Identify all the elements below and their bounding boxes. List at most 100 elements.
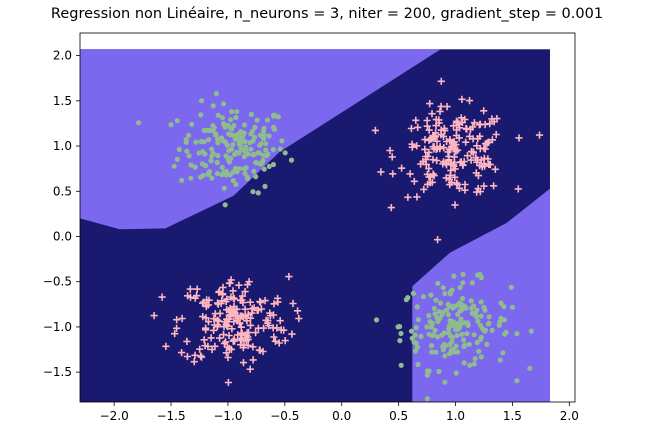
x-tick-label: −1.5 (156, 409, 185, 423)
point-circle (260, 128, 267, 134)
point-circle (442, 290, 448, 297)
point-plus (215, 288, 223, 296)
point-plus (425, 165, 433, 173)
point-plus (446, 171, 454, 179)
point-circle (433, 297, 439, 303)
point-circle (202, 151, 208, 157)
point-plus (294, 307, 302, 315)
point-circle (471, 361, 477, 367)
point-circle (527, 365, 533, 371)
point-plus (222, 349, 230, 357)
point-circle (459, 295, 466, 302)
point-circle (232, 151, 238, 157)
point-circle (466, 341, 472, 347)
point-plus (453, 126, 461, 134)
point-circle (277, 146, 283, 152)
point-plus (252, 329, 260, 337)
point-circle (445, 312, 451, 318)
point-plus (224, 353, 232, 362)
point-circle (436, 368, 442, 375)
point-circle (210, 123, 216, 129)
point-circle (415, 317, 421, 323)
point-circle (428, 324, 434, 330)
point-circle (481, 304, 487, 310)
point-circle (408, 328, 415, 334)
point-circle (215, 136, 221, 142)
point-circle (474, 339, 480, 346)
y-axis: −1.5 −1.0 −0.5 0.0 0.5 1.0 1.5 2.0 (43, 49, 80, 379)
point-circle (229, 126, 235, 132)
point-circle (486, 314, 492, 320)
point-circle (230, 178, 236, 184)
point-circle (243, 165, 249, 171)
point-plus (197, 352, 205, 360)
point-circle (412, 348, 418, 354)
point-plus (442, 159, 450, 167)
point-circle (257, 132, 263, 138)
point-circle (456, 320, 462, 326)
point-circle (430, 332, 436, 338)
point-circle (260, 157, 266, 164)
point-plus (222, 338, 230, 346)
point-circle (270, 161, 276, 168)
point-circle (497, 319, 503, 325)
point-circle (256, 150, 262, 156)
point-plus (202, 314, 210, 322)
point-circle (462, 304, 468, 310)
point-plus (256, 298, 265, 306)
point-plus (173, 316, 181, 324)
point-plus (266, 311, 274, 320)
point-circle (136, 120, 142, 126)
point-plus (452, 117, 461, 125)
point-circle (219, 164, 225, 170)
point-circle (459, 331, 465, 337)
point-plus (223, 343, 232, 351)
point-plus (242, 337, 250, 345)
x-axis: −2.0 −1.5 −1.0 −0.5 0.0 0.5 1.0 1.5 2.0 (100, 402, 579, 423)
point-circle (478, 336, 484, 342)
point-circle (263, 141, 269, 147)
point-plus (269, 324, 277, 332)
point-plus (199, 299, 207, 307)
point-plus (474, 172, 482, 180)
point-circle (243, 146, 249, 152)
point-circle (514, 331, 520, 337)
point-plus (453, 179, 461, 187)
point-plus (183, 337, 191, 345)
point-circle (261, 166, 267, 172)
point-plus (202, 326, 210, 334)
point-circle (453, 370, 459, 376)
point-circle (475, 318, 481, 324)
point-circle (424, 372, 430, 378)
point-circle (176, 146, 182, 153)
point-plus (377, 168, 385, 176)
point-plus (404, 193, 412, 201)
point-circle (186, 153, 192, 159)
point-circle (223, 168, 230, 175)
y-tick-label: −0.5 (43, 275, 72, 289)
point-circle (248, 111, 254, 118)
point-plus (216, 334, 224, 342)
point-circle (210, 128, 216, 134)
point-circle (446, 330, 452, 336)
point-circle (409, 335, 415, 341)
point-plus (412, 116, 420, 124)
point-circle (450, 334, 456, 340)
point-circle (514, 378, 520, 384)
point-plus (228, 307, 236, 315)
point-plus (204, 301, 212, 309)
point-circle (183, 137, 189, 143)
point-plus (490, 182, 498, 190)
point-plus (215, 317, 223, 325)
point-circle (193, 139, 199, 145)
point-circle (253, 174, 259, 180)
point-circle (433, 349, 439, 355)
point-circle (238, 146, 244, 152)
point-circle (471, 332, 477, 338)
point-circle (435, 280, 441, 286)
point-circle (455, 311, 461, 317)
point-plus (281, 337, 289, 345)
point-circle (468, 298, 474, 304)
point-circle (228, 109, 235, 115)
